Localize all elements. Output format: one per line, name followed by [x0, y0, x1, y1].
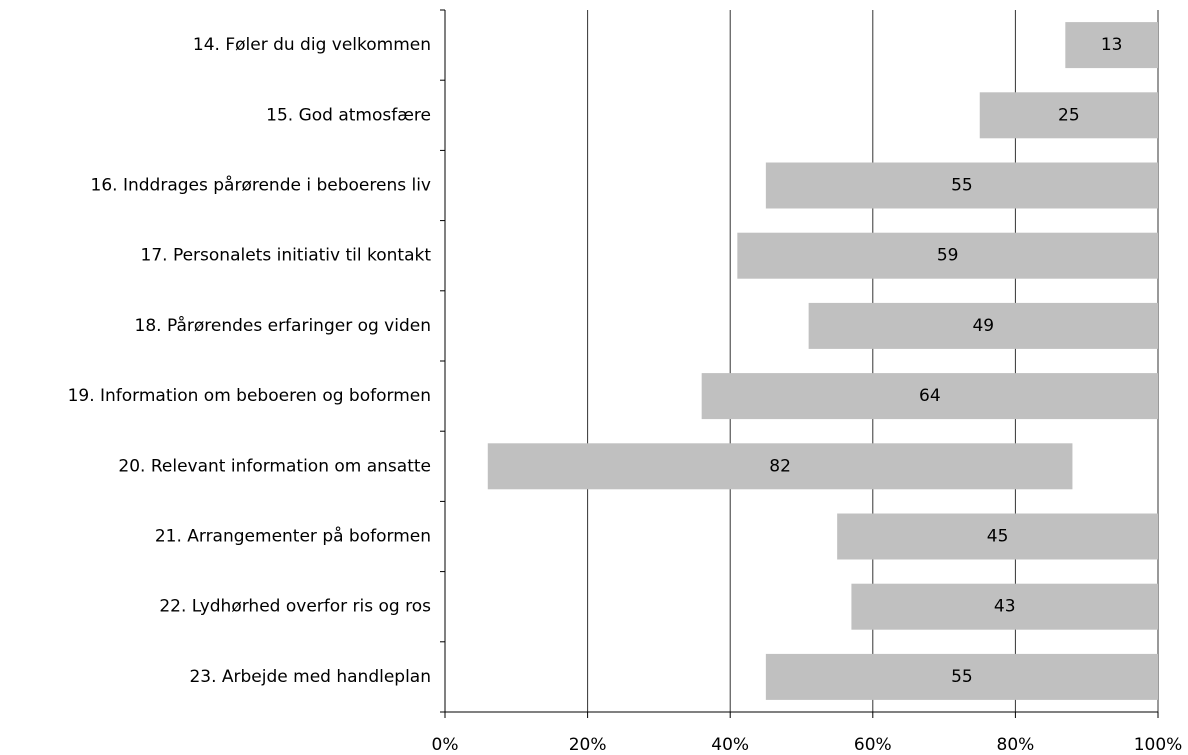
bar	[445, 654, 766, 700]
y-tick-label: 23. Arbejde med handleplan	[189, 667, 431, 687]
x-tick-label: 100%	[1134, 735, 1183, 755]
x-tick-label: 0%	[432, 735, 459, 755]
y-tick-label: 22. Lydhørhed overfor ris og ros	[159, 597, 431, 617]
bar	[851, 583, 1158, 630]
data-label: 55	[951, 667, 973, 687]
x-tick-label: 60%	[854, 735, 892, 755]
bar	[445, 373, 702, 419]
x-tick-label: 40%	[711, 735, 749, 755]
data-label: 64	[919, 386, 941, 406]
bar	[445, 514, 837, 560]
y-tick-label: 14. Føler du dig velkommen	[193, 35, 431, 55]
bar	[765, 162, 1158, 209]
bar	[979, 92, 1158, 139]
bar	[837, 513, 1158, 560]
bar	[445, 92, 980, 138]
bar	[737, 232, 1158, 279]
data-label: 25	[1058, 105, 1080, 125]
y-tick-label: 17. Personalets initiativ til kontakt	[141, 246, 432, 266]
x-tick-label: 20%	[569, 735, 607, 755]
data-label: 82	[769, 456, 791, 476]
bar	[1065, 22, 1158, 69]
bar	[445, 443, 488, 489]
bar	[445, 233, 737, 279]
bar	[445, 22, 1065, 68]
x-tick-label: 80%	[997, 735, 1035, 755]
y-tick-label: 18. Pårørendes erfaringer og viden	[135, 315, 431, 336]
y-tick-label: 20. Relevant information om ansatte	[118, 456, 431, 476]
bar	[445, 163, 766, 209]
y-tick-label: 21. Arrangementer på boformen	[155, 526, 431, 547]
data-label: 45	[987, 527, 1009, 547]
data-label: 59	[937, 246, 959, 266]
bar	[808, 302, 1158, 349]
data-label: 43	[994, 597, 1016, 617]
y-tick-label: 15. God atmosfære	[266, 105, 431, 125]
bar	[487, 443, 1073, 490]
y-tick-label: 19. Information om beboeren og boformen	[68, 386, 431, 406]
bar	[445, 584, 851, 630]
bar	[445, 303, 809, 349]
data-label: 13	[1101, 35, 1123, 55]
data-label: 55	[951, 176, 973, 196]
bar	[765, 653, 1158, 700]
data-label: 49	[972, 316, 994, 336]
bar	[701, 373, 1158, 420]
y-tick-label: 16. Inddrages pårørende i beboerens liv	[91, 175, 431, 196]
